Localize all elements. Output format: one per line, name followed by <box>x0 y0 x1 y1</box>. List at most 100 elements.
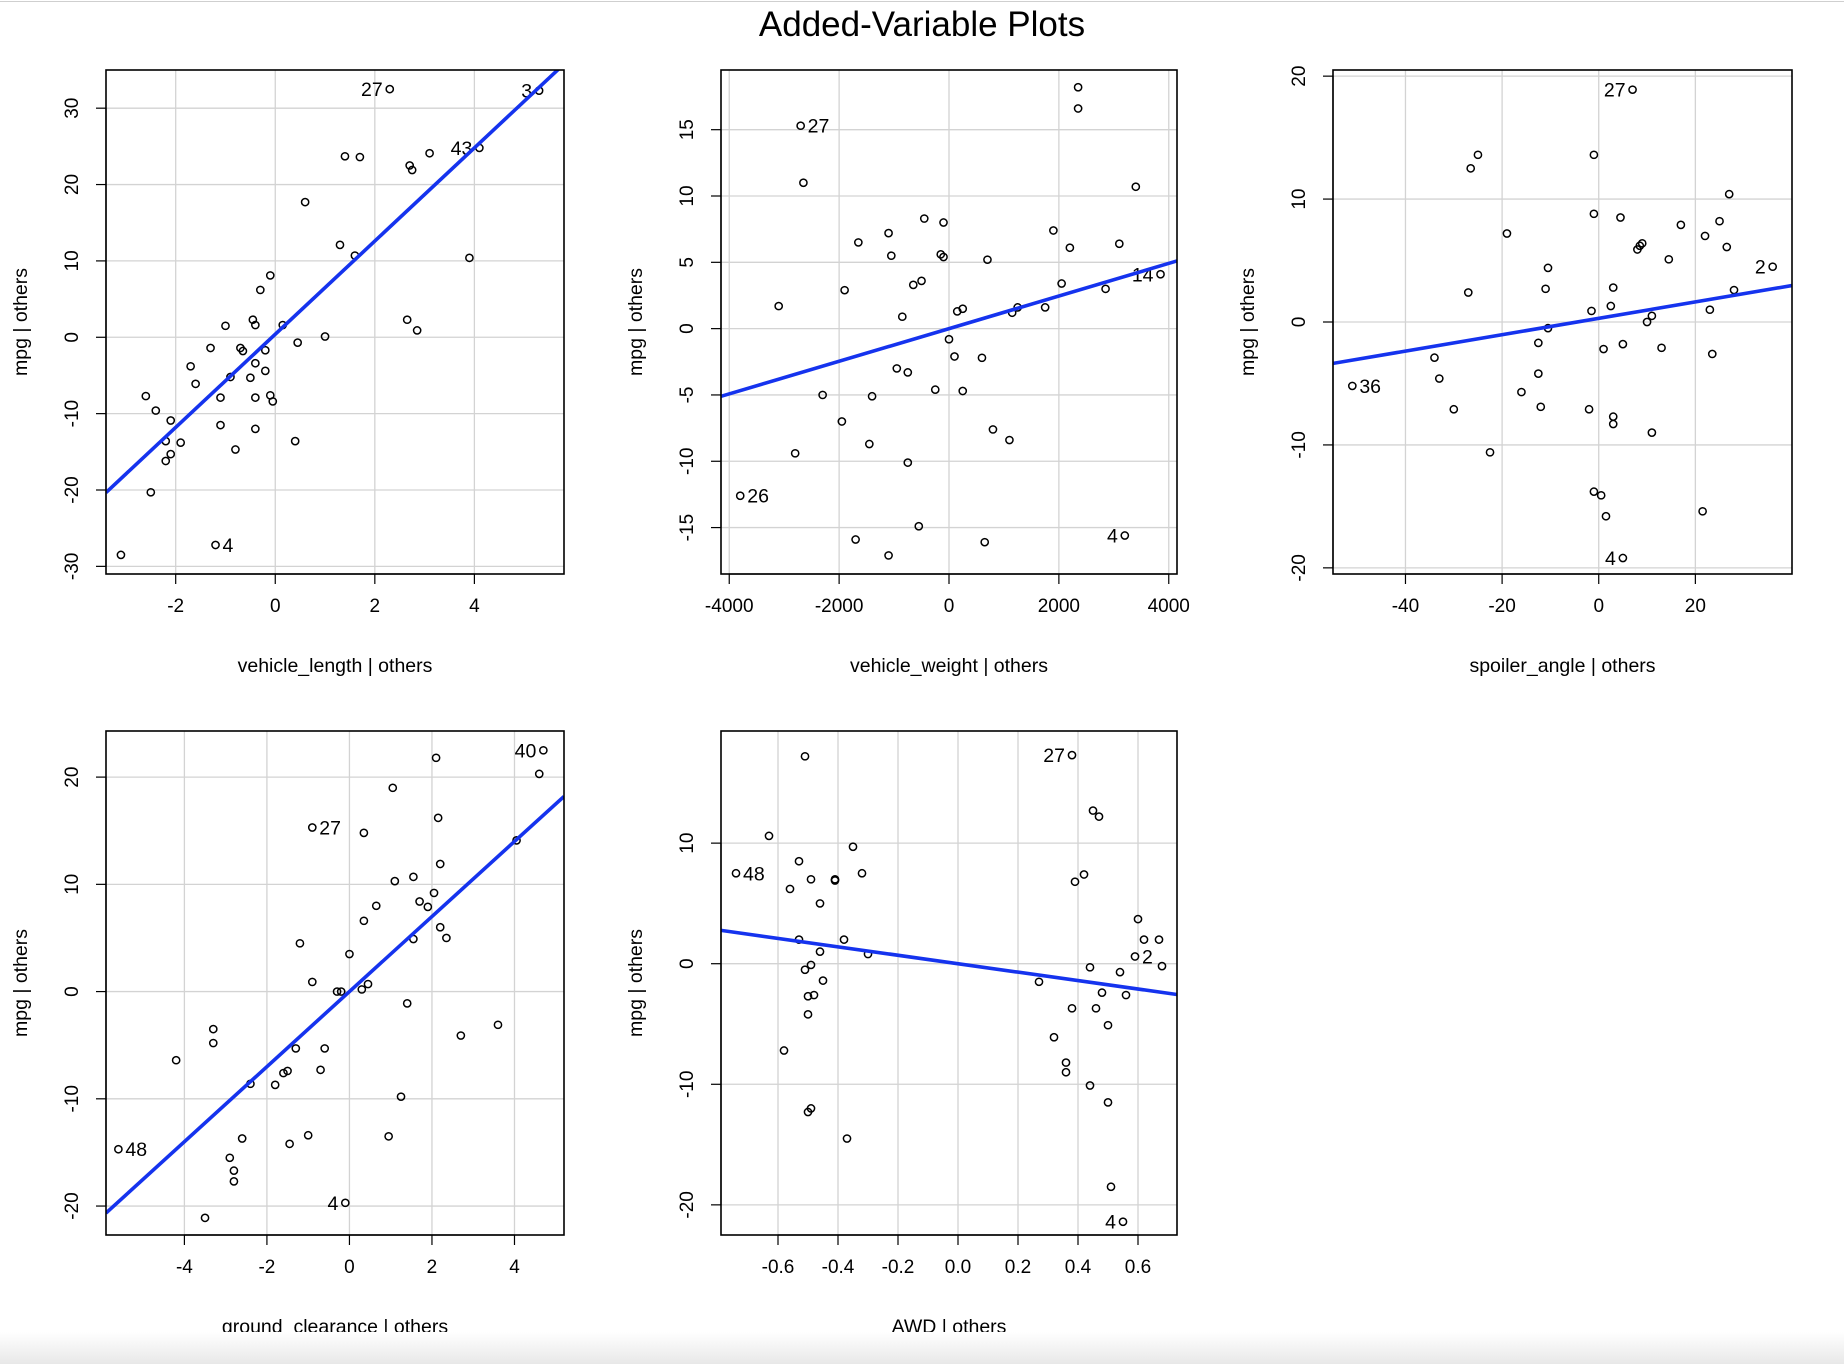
x-tick-label: 0.2 <box>1005 1257 1031 1278</box>
data-point <box>1768 262 1778 272</box>
data-point <box>359 828 369 838</box>
data-point <box>1103 1098 1113 1107</box>
data-point <box>390 876 400 886</box>
data-point <box>226 372 235 382</box>
y-tick-label: -30 <box>62 553 83 580</box>
x-tick-label: 4 <box>509 1257 520 1278</box>
data-point <box>1596 490 1606 500</box>
data-point <box>1707 349 1717 359</box>
data-point <box>806 960 816 970</box>
data-point <box>423 902 433 912</box>
point-label: 36 <box>1359 376 1381 398</box>
data-point <box>336 987 346 996</box>
data-point <box>265 271 275 280</box>
data-point <box>206 343 215 353</box>
data-point <box>731 868 741 878</box>
data-point <box>1599 344 1608 354</box>
data-point <box>944 334 954 344</box>
data-point <box>830 876 840 885</box>
data-point <box>1115 967 1125 977</box>
plot-frame <box>720 69 1178 575</box>
data-point <box>958 386 968 396</box>
y-tick-label: 10 <box>1289 189 1310 210</box>
data-point <box>1133 914 1143 924</box>
point-label: 27 <box>1043 745 1065 767</box>
data-point <box>1543 263 1553 273</box>
y-tick-label: 0 <box>1289 317 1310 328</box>
data-point <box>290 436 300 446</box>
data-point <box>988 425 998 434</box>
data-point <box>539 745 548 755</box>
y-tick-label: 0 <box>677 958 698 969</box>
data-point <box>465 253 474 263</box>
data-point <box>1601 511 1611 521</box>
data-point <box>229 1166 239 1176</box>
data-point <box>779 1046 789 1055</box>
data-point <box>1049 1032 1059 1042</box>
data-point <box>977 353 987 363</box>
data-point <box>1587 306 1596 316</box>
data-point <box>1536 402 1546 412</box>
data-points <box>1347 85 1778 563</box>
window-bottom-edge <box>0 1332 1844 1364</box>
data-point <box>340 1198 350 1208</box>
data-point <box>1131 182 1141 192</box>
data-point <box>340 151 350 161</box>
data-point <box>1635 241 1645 251</box>
plot-frame <box>105 730 565 1236</box>
data-point <box>1091 1003 1101 1013</box>
data-point <box>1094 812 1104 821</box>
data-point <box>238 346 248 356</box>
point-label: 4 <box>1107 526 1118 548</box>
point-labels: 40 27 48 4 <box>125 740 536 1215</box>
data-point <box>405 161 415 170</box>
data-point <box>1434 374 1444 383</box>
data-point <box>1676 220 1686 230</box>
data-point <box>1541 284 1550 294</box>
point-label: 27 <box>1604 80 1626 102</box>
data-point <box>407 165 417 175</box>
added-variable-plot-2: -4000 -2000 0 2000 4000 -15 -10 -5 0 5 10 15 vehicle… <box>625 69 1190 677</box>
data-point <box>1347 381 1357 391</box>
data-point <box>250 320 260 330</box>
data-point <box>1517 387 1526 397</box>
data-point <box>857 868 867 878</box>
y-tick-label: 10 <box>677 185 698 206</box>
data-point <box>1106 1182 1116 1192</box>
y-tick-label: 15 <box>677 119 698 140</box>
data-point <box>171 1055 181 1065</box>
grid <box>1333 70 1792 574</box>
y-tick-label: -20 <box>62 476 83 503</box>
y-tick-label: -20 <box>62 1192 83 1219</box>
data-point <box>435 922 445 932</box>
y-tick-label: 20 <box>62 174 83 195</box>
data-point <box>1647 311 1657 321</box>
data-point <box>493 1020 503 1030</box>
x-tick-label: 0 <box>344 1257 355 1278</box>
data-point <box>250 358 260 368</box>
data-point <box>1647 428 1657 437</box>
data-point <box>303 1130 313 1140</box>
point-label: 26 <box>747 486 769 508</box>
data-point <box>1061 1067 1071 1077</box>
data-point <box>867 391 877 401</box>
y-tick-label: 10 <box>677 833 698 854</box>
x-tick-label: -2 <box>258 1257 275 1278</box>
added-variable-plot-3: -40 -20 0 20 -20 -10 0 10 20 spoiler_angle | othe… <box>1237 66 1793 677</box>
data-point <box>216 420 225 430</box>
data-point <box>735 491 745 501</box>
y-tick-label: 20 <box>62 767 83 788</box>
data-point <box>1466 163 1476 173</box>
data-point <box>1088 806 1098 815</box>
data-point <box>295 938 305 948</box>
data-point <box>396 1092 406 1102</box>
data-point <box>1114 239 1124 249</box>
data-point <box>402 315 412 325</box>
data-points <box>735 82 1165 560</box>
data-point <box>840 285 849 295</box>
data-point <box>1606 301 1616 311</box>
point-label: 2 <box>1755 257 1766 279</box>
data-point <box>1057 279 1066 288</box>
x-axis-label: spoiler_angle | others <box>1469 655 1655 677</box>
